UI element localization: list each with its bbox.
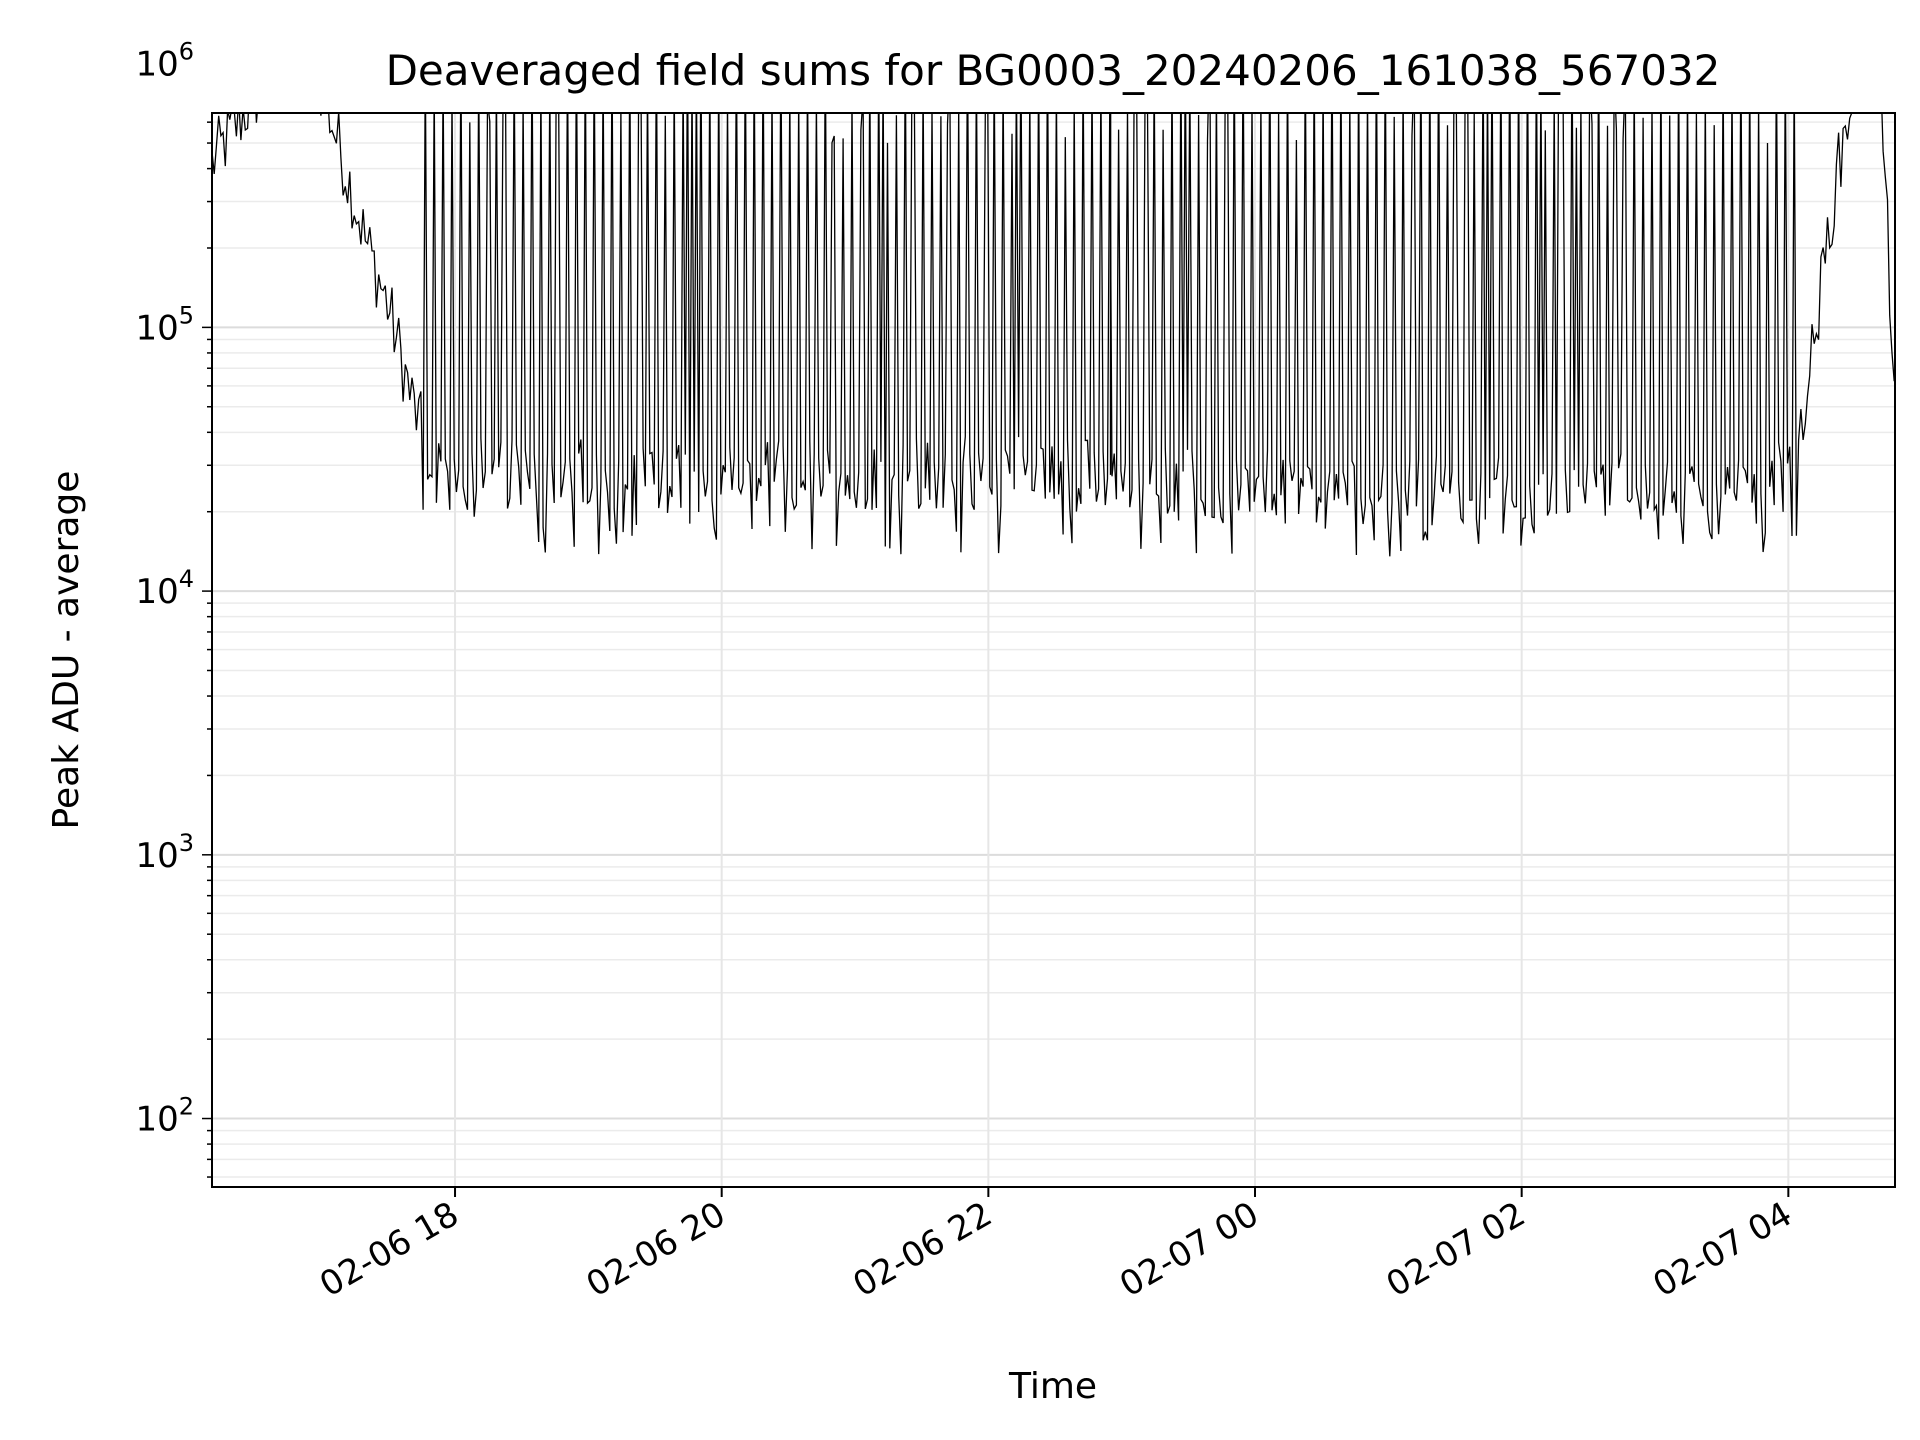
y-tick-label: 105 <box>135 301 194 348</box>
y-tick-label: 106 <box>135 38 194 85</box>
chart-title: Deaveraged field sums for BG0003_2024020… <box>386 46 1721 95</box>
grid <box>212 113 1895 1187</box>
x-axis-label: Time <box>1008 1366 1097 1407</box>
y-tick-label: 104 <box>135 565 194 612</box>
y-tick-label: 102 <box>135 1093 194 1140</box>
series-line <box>212 113 1895 557</box>
y-axis-label: Peak ADU - average <box>46 471 87 830</box>
series-layer <box>212 113 1895 557</box>
y-tick-label: 103 <box>135 829 194 876</box>
plot-area <box>212 113 1895 557</box>
y-axis: 102 103 104 105 106 <box>135 38 212 1178</box>
